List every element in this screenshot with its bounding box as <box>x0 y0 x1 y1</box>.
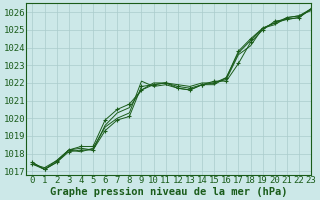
X-axis label: Graphe pression niveau de la mer (hPa): Graphe pression niveau de la mer (hPa) <box>50 186 287 197</box>
